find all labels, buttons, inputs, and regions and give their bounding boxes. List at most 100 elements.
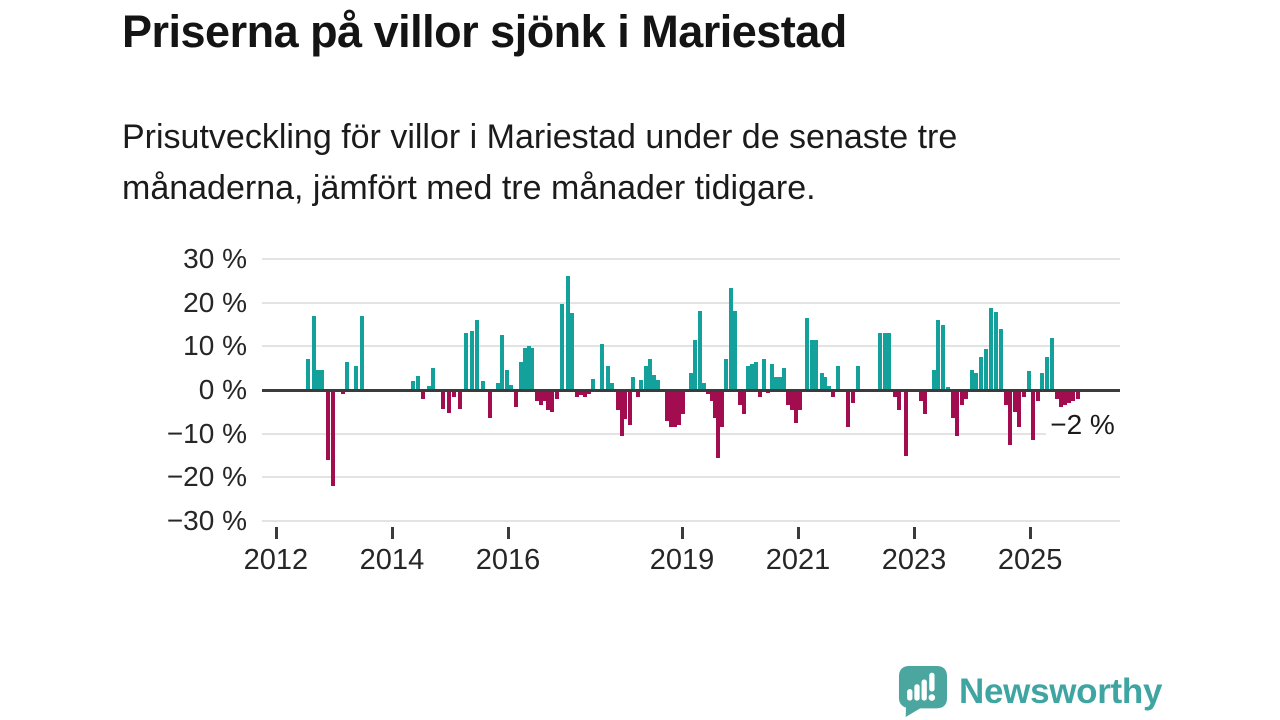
bar-negative: [550, 390, 555, 412]
bar-negative: [830, 390, 835, 397]
bar-positive: [638, 379, 643, 390]
bar-positive: [989, 308, 994, 390]
bar-positive: [359, 315, 364, 390]
bar-negative: [1004, 390, 1009, 406]
zero-axis-line: [262, 388, 1120, 392]
bar-negative: [1076, 390, 1081, 399]
bar-negative: [1058, 390, 1063, 408]
bar-positive: [305, 359, 310, 390]
bar-positive: [935, 320, 940, 390]
bar-positive: [750, 363, 755, 390]
y-axis-label: 0 %: [198, 374, 247, 405]
bar-positive: [526, 346, 531, 390]
bar-negative: [892, 390, 897, 397]
bar-positive: [652, 374, 657, 390]
bar-positive: [518, 362, 523, 390]
bar-positive: [724, 359, 729, 390]
bar-negative: [616, 390, 621, 411]
x-axis-tick: [797, 527, 801, 539]
bar-negative: [845, 390, 850, 428]
bar-positive: [522, 348, 527, 390]
bar-positive: [819, 372, 824, 390]
bar-positive: [974, 372, 979, 390]
bar-negative: [620, 390, 625, 437]
bar-negative: [720, 390, 725, 428]
bar-negative: [797, 390, 802, 410]
bar-negative: [673, 390, 678, 427]
bar-positive: [496, 383, 501, 390]
bar-positive: [993, 312, 998, 390]
bar-positive: [470, 331, 474, 390]
bar-positive: [529, 348, 534, 390]
bar-negative: [964, 390, 969, 399]
gridline: [262, 520, 1120, 522]
bar-negative: [1022, 390, 1027, 397]
bar-positive: [410, 381, 415, 390]
bar-negative: [534, 390, 539, 402]
bar-positive: [814, 339, 819, 390]
bar-negative: [919, 390, 924, 401]
bar-negative: [790, 390, 795, 410]
bar-positive: [631, 376, 636, 390]
bar-positive: [504, 369, 509, 390]
bar-negative: [446, 390, 451, 413]
bar-negative: [668, 390, 673, 427]
x-axis-label: 2019: [649, 544, 715, 576]
bar-positive: [941, 324, 946, 390]
bar-negative: [326, 390, 331, 460]
bar-positive: [1044, 357, 1049, 390]
bar-positive: [769, 363, 774, 390]
bar-negative: [1030, 390, 1035, 441]
plot-area: −2 % 30 % 20 % 10 % 0 % −10 % −20 % −30 % 2012 2…: [167, 244, 1121, 576]
bar-positive: [431, 368, 436, 390]
y-axis-label: 20 %: [183, 286, 247, 318]
bar-negative: [546, 390, 550, 410]
bar-positive: [761, 359, 766, 390]
bar-negative: [794, 390, 799, 423]
bar-positive: [931, 370, 936, 390]
bar-negative: [635, 390, 640, 397]
bar-positive: [416, 376, 421, 390]
bar-positive: [319, 370, 324, 390]
bar-positive: [702, 383, 707, 390]
bar-positive: [746, 365, 751, 390]
x-axis-label: 2025: [997, 544, 1063, 576]
bar-positive: [464, 333, 469, 390]
bar-negative: [457, 390, 462, 410]
bar-negative: [1017, 390, 1022, 428]
bar-positive: [983, 348, 988, 390]
bar-negative: [742, 390, 747, 415]
bar-negative: [487, 390, 492, 419]
bar-negative: [903, 390, 908, 456]
bar-positive: [782, 368, 787, 390]
bar-negative: [710, 390, 715, 401]
bar-negative: [1066, 390, 1071, 404]
x-axis-tick: [274, 527, 278, 539]
x-axis-label: 2016: [475, 544, 541, 576]
bar-negative: [623, 390, 628, 419]
y-axis-label: 10 %: [183, 330, 247, 362]
bar-negative: [713, 390, 718, 419]
bar-positive: [569, 312, 574, 390]
bar-positive: [1040, 372, 1045, 390]
x-axis-label: 2023: [881, 544, 947, 576]
bar-positive: [689, 372, 694, 390]
x-axis-tick: [1029, 527, 1033, 539]
bar-positive: [609, 383, 614, 390]
bar-negative: [765, 390, 770, 394]
bar-negative: [541, 390, 546, 402]
bar-negative: [786, 390, 791, 406]
y-axis-label: −20 %: [166, 461, 247, 493]
newsworthy-logo-text: Newsworthy: [959, 671, 1163, 711]
x-axis-tick: [681, 527, 684, 539]
bar-negative: [579, 390, 584, 396]
bar-positive: [605, 365, 610, 390]
x-axis-tick: [913, 527, 917, 539]
gridline: [262, 432, 1120, 435]
bar-positive: [565, 276, 570, 390]
bar-negative: [960, 390, 965, 406]
bar-negative: [1036, 390, 1041, 401]
gridline: [262, 258, 1120, 260]
bar-negative: [452, 390, 457, 397]
